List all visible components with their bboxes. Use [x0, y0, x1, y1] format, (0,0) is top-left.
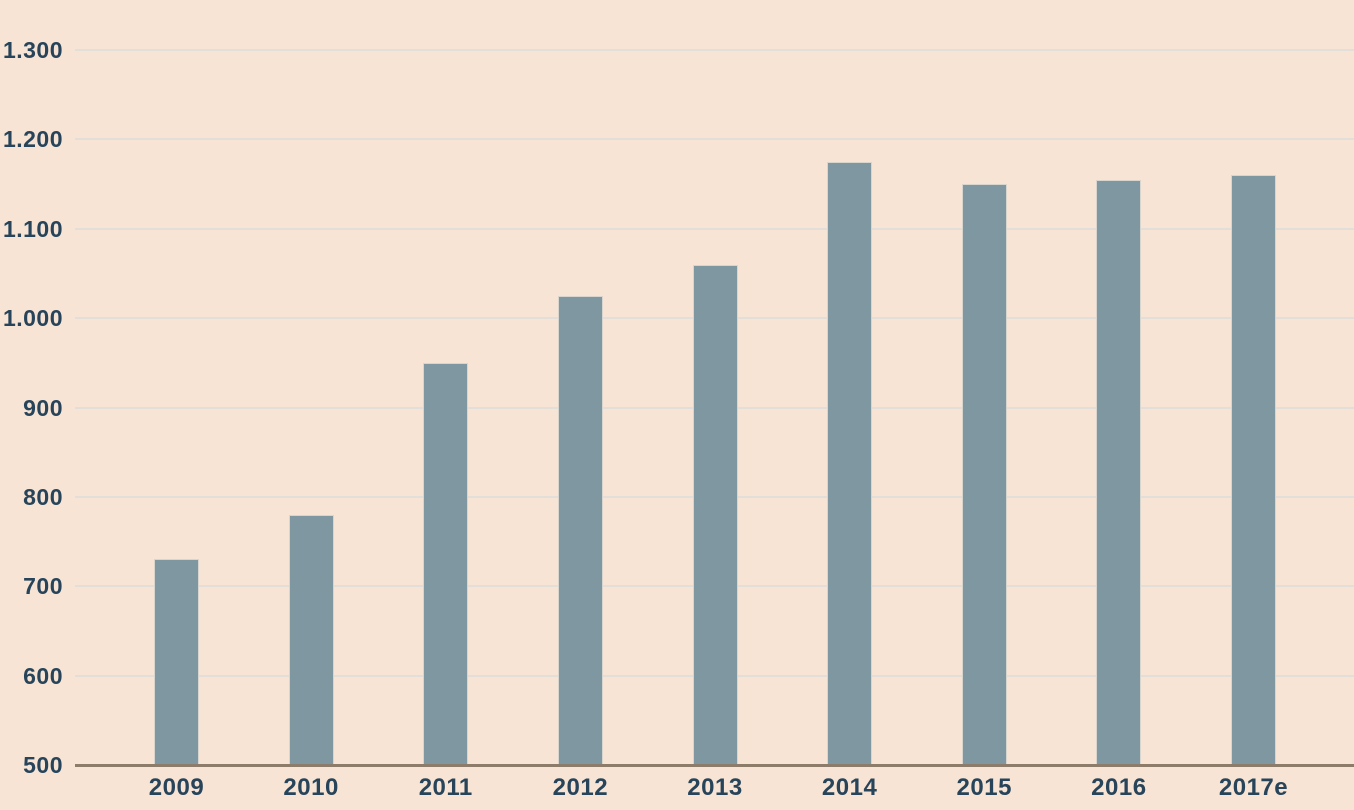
y-axis-label-600: 600	[23, 662, 63, 689]
bar-2009	[154, 559, 199, 764]
y-axis-label-1000: 1.000	[2, 305, 63, 332]
gridline-1100	[75, 227, 1354, 230]
bar-2011	[423, 362, 469, 764]
x-axis-label-2009: 2009	[148, 774, 205, 801]
bar-2017e	[1231, 175, 1276, 764]
bar-2010	[288, 514, 334, 764]
gridline-1300	[75, 49, 1354, 51]
bar-2015	[961, 184, 1007, 764]
bar-2012	[557, 295, 603, 764]
y-axis-label-500: 500	[23, 752, 63, 778]
x-axis-label-2010: 2010	[283, 774, 339, 801]
x-axis-line	[75, 764, 1354, 767]
x-axis-label-2016: 2016	[1091, 774, 1147, 801]
x-axis-label-2014: 2014	[821, 774, 878, 801]
bar-2014	[827, 161, 873, 764]
y-axis-label-1200: 1.200	[2, 126, 63, 153]
y-axis-label-700: 700	[23, 573, 63, 600]
x-axis-label-2017e: 2017e	[1218, 774, 1289, 801]
bar-2013	[692, 264, 738, 764]
x-axis-label-2015: 2015	[956, 774, 1012, 801]
y-axis-label-1100: 1.100	[2, 215, 63, 242]
y-axis-label-800: 800	[23, 483, 63, 510]
x-axis-label-2013: 2013	[687, 774, 743, 801]
x-axis-label-2012: 2012	[552, 774, 609, 801]
bar-2016	[1096, 179, 1142, 764]
gridline-1200	[75, 138, 1354, 141]
y-axis-label-1300: 1.300	[2, 37, 63, 63]
x-axis-label-2011: 2011	[418, 774, 473, 801]
y-axis-label-900: 900	[23, 394, 63, 421]
